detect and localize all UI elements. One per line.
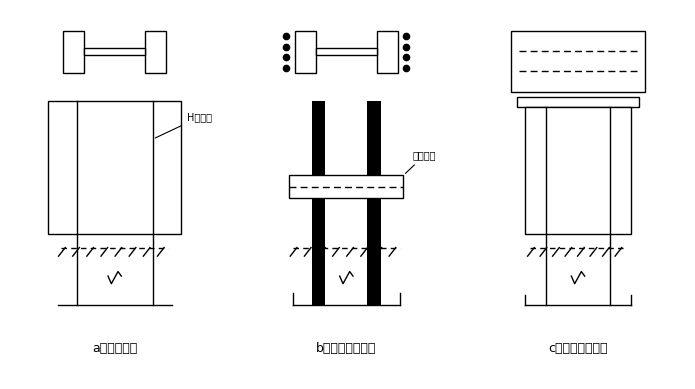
- Bar: [295, 31, 316, 73]
- Text: c）桩顶平板加强: c）桩顶平板加强: [548, 342, 607, 355]
- Text: H型钢桩: H型钢桩: [155, 112, 212, 138]
- Bar: [316, 48, 377, 55]
- Bar: [63, 31, 84, 73]
- Bar: [517, 97, 639, 107]
- Text: 承台底面: 承台底面: [405, 150, 436, 173]
- Bar: [145, 31, 166, 73]
- Text: a）直接伸入: a）直接伸入: [92, 342, 138, 355]
- Bar: [48, 101, 181, 234]
- Bar: [289, 175, 403, 198]
- Bar: [512, 31, 644, 92]
- Text: b）加焊锚固钢筋: b）加焊锚固钢筋: [316, 342, 377, 355]
- Bar: [312, 101, 325, 305]
- Bar: [377, 31, 398, 73]
- Bar: [84, 48, 145, 55]
- Bar: [525, 107, 631, 234]
- Bar: [367, 101, 381, 305]
